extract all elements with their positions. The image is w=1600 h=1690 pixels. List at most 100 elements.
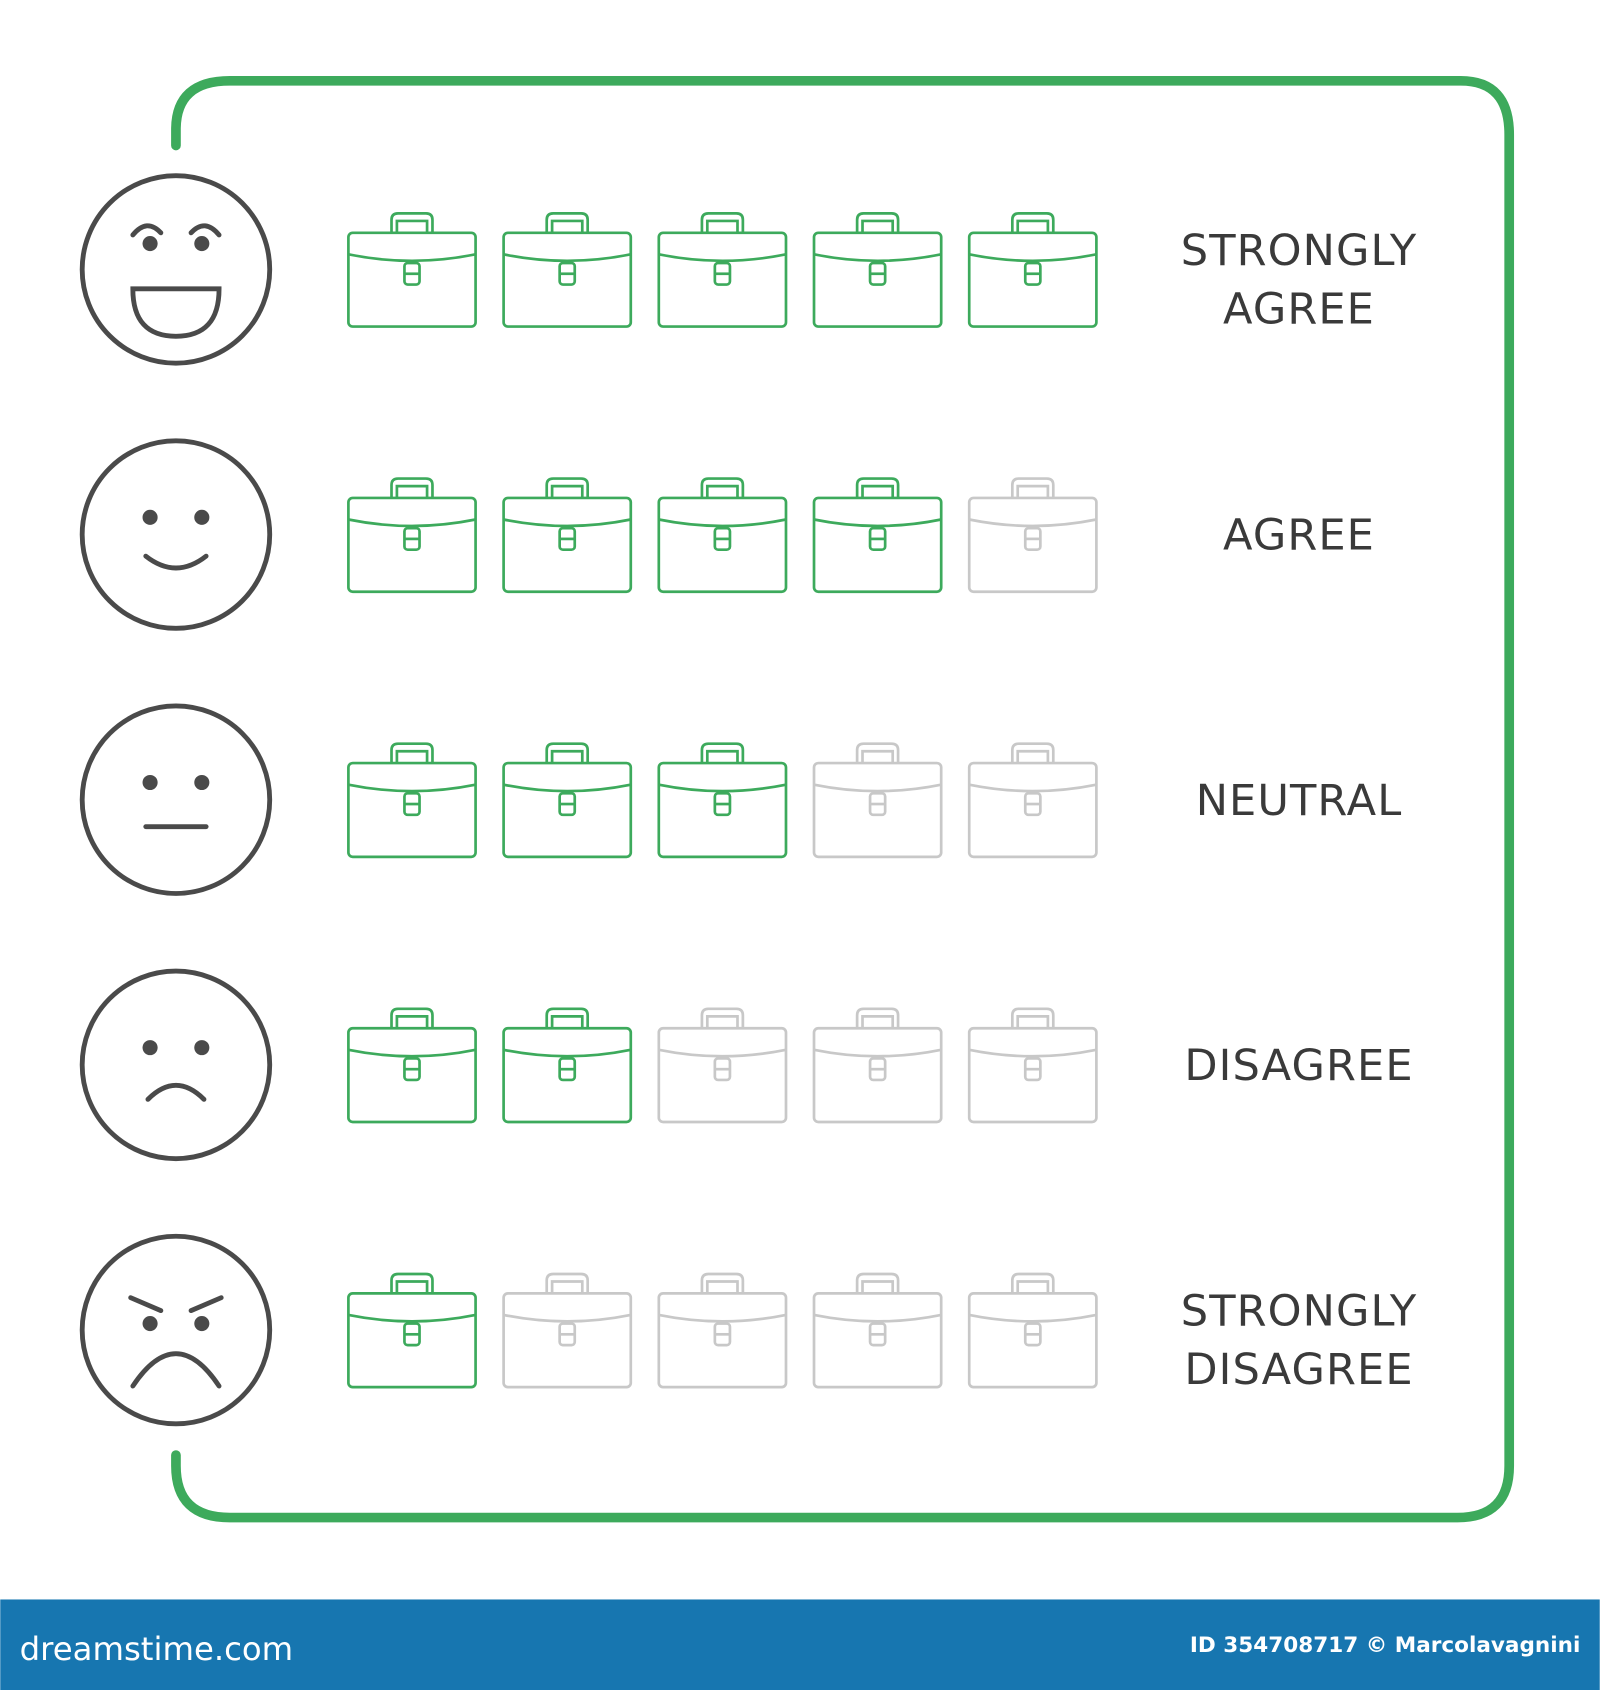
case-handle <box>390 1007 434 1029</box>
case-body <box>347 761 477 859</box>
eye <box>142 509 158 525</box>
rating <box>347 1272 1098 1389</box>
label-line: DISAGREE <box>1184 1345 1413 1395</box>
case-body <box>657 761 788 859</box>
briefcase-empty <box>967 1272 1098 1389</box>
case-handle <box>545 212 590 233</box>
face-outline <box>79 173 273 366</box>
briefcase-empty <box>812 1272 943 1389</box>
case-handle <box>1010 477 1055 498</box>
case-handle <box>855 742 900 764</box>
face-features <box>128 1295 224 1389</box>
case-handle <box>390 212 434 233</box>
case-handle <box>1010 1007 1055 1029</box>
case-body <box>657 231 788 328</box>
case-handle <box>545 1272 590 1294</box>
case-body <box>967 231 1098 328</box>
eye <box>142 1316 158 1332</box>
case-flap <box>658 253 787 263</box>
briefcase-filled <box>657 477 788 594</box>
briefcase-empty <box>657 1272 788 1389</box>
case-body <box>347 496 477 594</box>
row-label: AGREE <box>1223 511 1375 561</box>
case-body <box>347 1026 477 1124</box>
rating <box>347 742 1098 859</box>
case-flap <box>503 1313 632 1323</box>
case-handle <box>390 742 434 764</box>
row-label: NEUTRAL <box>1196 776 1403 826</box>
face-features <box>143 553 209 571</box>
eye <box>142 774 158 791</box>
face <box>79 438 273 631</box>
case-flap <box>348 253 476 263</box>
case-handle <box>390 477 434 498</box>
briefcase-empty <box>502 1272 633 1389</box>
briefcase-empty <box>967 477 1098 594</box>
case-body <box>812 231 943 328</box>
face-features <box>145 1083 207 1102</box>
case-body <box>347 1292 477 1389</box>
face <box>79 703 273 896</box>
briefcase-filled <box>347 477 477 594</box>
case-flap <box>503 1048 632 1058</box>
footer-site: dreamstime.com <box>20 1630 294 1668</box>
row-label: STRONGLY DISAGREE <box>1181 1287 1417 1395</box>
case-handle <box>855 477 900 498</box>
case-handle <box>855 1007 900 1029</box>
case-body <box>812 1026 943 1124</box>
briefcase-filled <box>657 742 788 859</box>
frame <box>171 75 1515 1523</box>
briefcase-empty <box>967 1007 1098 1124</box>
case-flap <box>813 783 942 793</box>
briefcase-filled <box>502 1007 633 1124</box>
briefcase-empty <box>812 742 943 859</box>
case-flap <box>968 1048 1097 1058</box>
rating <box>347 477 1098 594</box>
eye <box>194 509 210 525</box>
case-flap <box>968 518 1097 528</box>
briefcase-filled <box>502 477 633 594</box>
briefcase-filled <box>347 1272 477 1389</box>
briefcase-filled <box>502 742 633 859</box>
case-handle <box>1010 742 1055 764</box>
eye <box>142 1040 158 1056</box>
label-line: STRONGLY <box>1181 226 1417 276</box>
label-line: STRONGLY <box>1181 1287 1417 1337</box>
eye <box>142 236 158 252</box>
case-body <box>812 1292 943 1389</box>
footer-bar <box>0 1599 1600 1690</box>
eye <box>194 1316 210 1332</box>
case-flap <box>348 1313 476 1323</box>
case-flap <box>658 1313 787 1323</box>
briefcase-empty <box>967 742 1098 859</box>
row-label: STRONGLY AGREE <box>1181 226 1417 334</box>
case-body <box>812 761 943 859</box>
case-handle <box>545 1007 590 1029</box>
case-body <box>502 496 633 594</box>
case-flap <box>503 783 632 793</box>
case-body <box>657 1292 788 1389</box>
case-handle <box>700 1272 745 1294</box>
rating <box>347 212 1098 328</box>
case-handle <box>390 1272 434 1294</box>
case-flap <box>348 1048 476 1058</box>
case-handle <box>1010 1272 1055 1294</box>
case-body <box>967 496 1098 594</box>
case-handle <box>545 742 590 764</box>
rating <box>347 1007 1098 1124</box>
briefcase-empty <box>812 1007 943 1124</box>
case-flap <box>968 783 1097 793</box>
case-body <box>657 1026 788 1124</box>
case-flap <box>968 253 1097 263</box>
briefcase-filled <box>657 212 788 328</box>
eye <box>194 774 210 791</box>
case-flap <box>348 518 476 528</box>
case-body <box>502 761 633 859</box>
face-outline <box>79 703 273 896</box>
case-body <box>967 1026 1098 1124</box>
briefcase-filled <box>812 477 943 594</box>
case-handle <box>855 1272 900 1294</box>
briefcase-filled <box>347 1007 477 1124</box>
case-handle <box>700 212 745 233</box>
